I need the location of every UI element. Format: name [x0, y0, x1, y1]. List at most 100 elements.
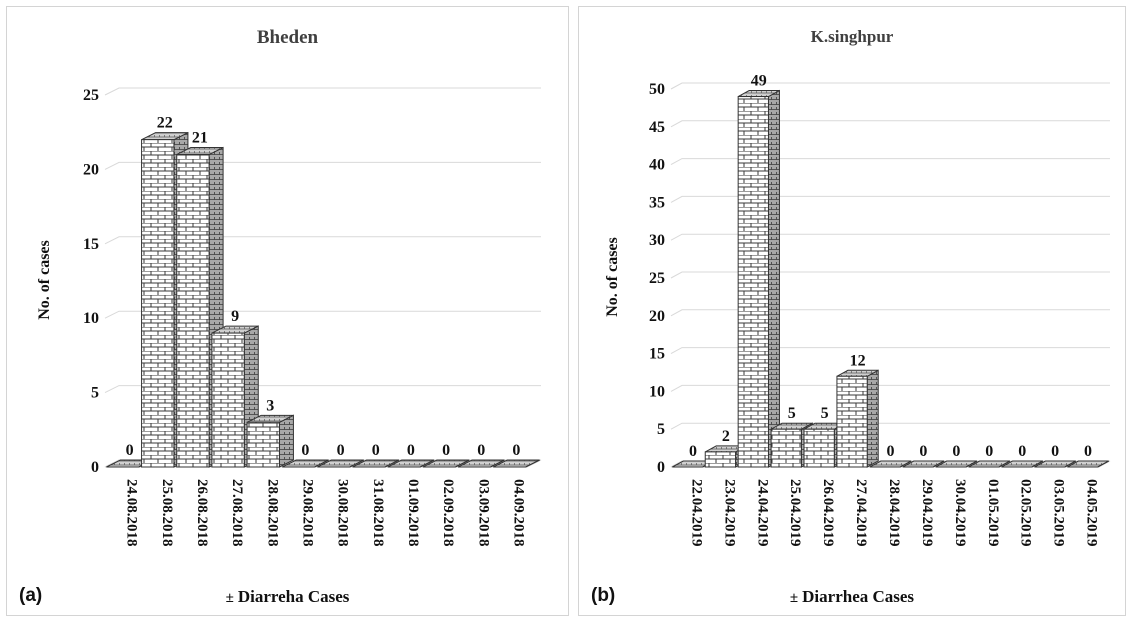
chart-a-bar-top: [352, 459, 400, 468]
chart-b-gridline: [670, 271, 1110, 279]
chart-b-bar-top: [935, 460, 978, 468]
chart-b-data-label: 49: [751, 73, 767, 90]
chart-b-bar-top: [902, 460, 945, 468]
legend-b-marker-icon: ±: [789, 590, 799, 606]
chart-a-bar-top: [457, 459, 505, 468]
chart-a-gridline: [104, 87, 541, 96]
chart-b-category-label: 02.05.2019: [1018, 479, 1034, 547]
chart-b-ytick-label: 30: [649, 232, 665, 249]
chart-b-bar: [902, 460, 945, 468]
chart-a-bar: [246, 414, 294, 468]
chart-b-category-label: 04.05.2019: [1084, 479, 1100, 547]
chart-a-bar: [352, 459, 400, 468]
chart-a-bar-top: [422, 459, 470, 468]
chart-a-data-label: 0: [126, 442, 134, 459]
chart-b-bar-front: [770, 428, 802, 468]
chart-a-ytick-label: 20: [83, 161, 99, 178]
chart-a-gridline: [104, 236, 541, 245]
chart-a-title: Bheden: [256, 27, 319, 48]
chart-a-data-label: 3: [266, 397, 274, 414]
chart-b-gridline: [670, 309, 1110, 317]
chart-panel-b: 0 5 10 15 20 25 30 35 40 45 50 0 22.04.2019 2 23.04.20…: [578, 6, 1126, 616]
chart-b-category-label: 25.04.2019: [787, 479, 803, 547]
chart-b-title: K.singhpur: [810, 27, 894, 46]
legend-b-text: Diarrhea Cases: [802, 587, 915, 606]
chart-a-gridline: [104, 459, 541, 468]
chart-b-bar-front: [803, 428, 835, 468]
chart-b-data-label: 0: [689, 443, 697, 460]
chart-b-ytick-label: 45: [649, 119, 665, 136]
chart-b-data-label: 2: [722, 428, 730, 445]
chart-a-category-label: 24.08.2018: [124, 479, 140, 547]
chart-b-data-label: 0: [985, 443, 993, 460]
chart-b-category-label: 29.04.2019: [919, 479, 935, 547]
chart-a-ytick-label: 25: [83, 87, 99, 104]
chart-a-bar: [387, 459, 435, 468]
chart-a-gridline: [104, 310, 541, 319]
panel-a-label: (a): [19, 585, 43, 606]
chart-b-gridline: [670, 233, 1110, 241]
chart-b-ytick-label: 50: [649, 81, 665, 98]
chart-b-gridline: [670, 158, 1110, 166]
chart-b-ytick-label: 20: [649, 308, 665, 325]
chart-b-ytick-label: 0: [657, 459, 665, 476]
chart-b-data-label: 0: [887, 443, 895, 460]
chart-a-bar: [422, 459, 470, 468]
chart-a-category-label: 27.08.2018: [229, 479, 245, 547]
chart-a-bar-top: [317, 459, 364, 468]
chart-a-data-label: 0: [407, 442, 415, 459]
chart-b-bar: [836, 369, 879, 468]
chart-b-data-label: 0: [952, 443, 960, 460]
chart-a-bar-top: [493, 459, 540, 468]
chart-a-bar-top: [387, 459, 435, 468]
chart-b-category-label: 27.04.2019: [853, 479, 869, 547]
chart-a-ytick-label: 10: [83, 310, 99, 327]
chart-a-gridline: [104, 385, 541, 394]
chart-a-category-label: 30.08.2018: [335, 479, 351, 547]
chart-a-data-label: 0: [442, 442, 450, 459]
chart-b-gridline: [670, 384, 1110, 392]
chart-b-ytick-label: 10: [649, 383, 665, 400]
chart-b-bar-top: [968, 460, 1011, 468]
chart-a-ytick-label: 0: [91, 459, 99, 476]
chart-a-data-label: 0: [512, 442, 520, 459]
chart-a-bar-front: [211, 332, 245, 468]
chart-a-category-label: 03.09.2018: [475, 479, 491, 547]
chart-b-bar-top: [1034, 460, 1076, 468]
chart-b-category-label: 01.05.2019: [985, 479, 1001, 547]
chart-b-bar: [968, 460, 1011, 468]
chart-b-ytick-label: 25: [649, 270, 665, 287]
chart-a-category-label: 01.09.2018: [405, 479, 421, 547]
chart-a-data-label: 0: [337, 442, 345, 459]
chart-a-category-label: 26.08.2018: [194, 479, 210, 547]
chart-a-category-label: 04.09.2018: [510, 479, 526, 547]
chart-a-bar-top: [282, 459, 329, 468]
chart-b-category-label: 03.05.2019: [1051, 479, 1067, 547]
chart-b-bar: [935, 460, 978, 468]
chart-b-bar-side: [866, 369, 879, 468]
chart-panel-a: 0 5 10 15 20 25 0 24.08.2018 22 25.08.2018 21 26.08…: [6, 6, 569, 616]
chart-b-category-label: 30.04.2019: [952, 479, 968, 547]
chart-a-svg: 0 5 10 15 20 25 0 24.08.2018 22 25.08.2018 21 26.08…: [83, 87, 542, 547]
legend-a-marker-icon: ±: [225, 590, 234, 606]
chart-a-bar-side: [278, 414, 294, 468]
chart-b-category-label: 28.04.2019: [886, 479, 902, 547]
chart-b-bar: [1001, 460, 1044, 468]
chart-b-data-label: 0: [1018, 443, 1026, 460]
chart-b-ytick-label: 5: [657, 421, 665, 438]
chart-b-legend: ± Diarrhea Cases: [579, 587, 1125, 607]
chart-b-gridline: [670, 120, 1110, 128]
chart-b-data-label: 0: [919, 443, 927, 460]
chart-a-category-label: 31.08.2018: [370, 479, 386, 547]
chart-b-bar: [1067, 460, 1109, 468]
chart-b-ytick-label: 35: [649, 194, 665, 211]
chart-a-bar: [457, 459, 505, 468]
chart-b-bar-front: [704, 451, 737, 468]
chart-b-gridline: [670, 195, 1110, 203]
chart-b-bar: [869, 460, 912, 468]
chart-b-bar: [1034, 460, 1076, 468]
legend-a-text: Diarreha Cases: [237, 587, 350, 606]
chart-b-data-label: 5: [821, 405, 829, 422]
chart-a-bar: [317, 459, 364, 468]
chart-b-category-label: 24.04.2019: [754, 479, 770, 547]
